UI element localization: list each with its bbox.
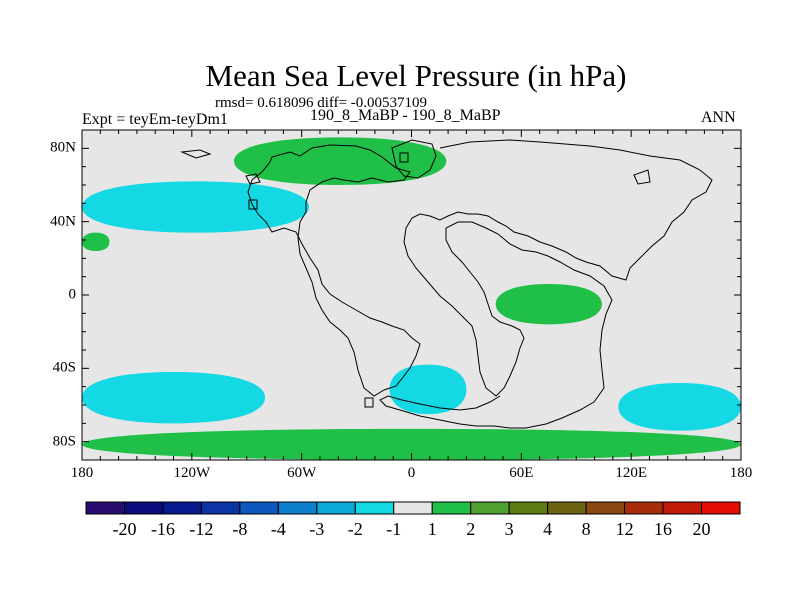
coastline-outlines: [180, 139, 713, 429]
island-outline: [245, 173, 261, 185]
latitude-tick-label: 80N: [50, 139, 76, 156]
latitude-tick-label: 40S: [52, 359, 76, 376]
colorbar-tick-label: -20: [112, 519, 137, 539]
colorbar-tick-label: 1: [427, 519, 437, 539]
colorbar-tick-label: -4: [270, 519, 286, 539]
colorbar-tick-label: 20: [692, 519, 711, 539]
season-label: ANN: [701, 109, 736, 126]
colorbar-tick-label: -1: [386, 519, 402, 539]
longitude-tick-label: 180: [729, 465, 753, 481]
latitude-tick-label: 80S: [52, 433, 76, 450]
colorbar-swatch: [701, 501, 741, 515]
colorbar-tick-label: 3: [504, 519, 514, 539]
longitude-tick-label: 120E: [615, 465, 647, 481]
longitude-tick-label: 60E: [509, 465, 534, 481]
island-outline: [248, 199, 258, 210]
colorbar: [85, 501, 741, 515]
region-antarctic-positive-band: [82, 428, 741, 460]
colorbar-swatch: [508, 501, 549, 515]
colorbar-swatch: [123, 501, 164, 515]
eurasia-africa-coastline: [379, 139, 713, 429]
greenland-coastline: [391, 139, 437, 179]
latitude-tick-label: 0: [68, 286, 77, 303]
colorbar-swatch: [393, 501, 433, 515]
colorbar-swatch: [200, 501, 241, 515]
region-equatorial-indian-ocean-positive: [495, 284, 602, 325]
americas-coastline: [247, 144, 421, 397]
axis-ticks: [81, 129, 742, 461]
region-arctic-north-atlantic-positive: [233, 137, 447, 185]
colorbar-swatch: [585, 501, 626, 515]
region-north-pacific-west-edge-positive: [82, 232, 110, 251]
longitude-tick-label: 180: [70, 465, 94, 481]
colorbar-tick-label: -2: [347, 519, 363, 539]
region-south-pacific-low-band: [82, 372, 266, 424]
case-names-label: 190_8_MaBP - 190_8_MaBP: [310, 107, 501, 124]
colorbar-swatch: [85, 501, 125, 515]
island-outline: [364, 397, 374, 408]
latitude-tick-label: 40N: [50, 213, 76, 230]
colorbar-swatch: [431, 501, 472, 515]
longitude-tick-label: 120W: [173, 465, 211, 481]
colorbar-tick-label: 2: [466, 519, 476, 539]
colorbar-swatch: [624, 501, 664, 515]
colorbar-tick-label: -12: [189, 519, 214, 539]
colorbar-swatch: [162, 501, 202, 515]
colorbar-tick-label: 12: [615, 519, 634, 539]
colorbar-tick-label: -8: [232, 519, 248, 539]
island-outline: [399, 152, 409, 163]
colorbar-swatch: [239, 501, 279, 515]
colorbar-tick-label: 16: [654, 519, 673, 539]
chart-title: Mean Sea Level Pressure (in hPa): [205, 58, 627, 93]
region-north-pacific-low-band: [82, 181, 309, 233]
region-south-indian-pacific-low: [618, 383, 741, 431]
colorbar-swatch: [662, 501, 703, 515]
colorbar-swatch: [547, 501, 587, 515]
region-south-atlantic-low: [389, 364, 467, 415]
colorbar-tick-label: -16: [150, 519, 175, 539]
colorbar-swatch: [470, 501, 510, 515]
longitude-tick-label: 0: [407, 465, 416, 481]
colorbar-swatch: [277, 501, 318, 515]
longitude-tick-label: 60W: [287, 465, 317, 481]
colorbar-swatch: [354, 501, 395, 515]
rmsd-diff-text: rmsd= 0.618096 diff= -0.00537109: [215, 95, 428, 111]
colorbar-swatch: [316, 501, 356, 515]
island-outline: [633, 169, 651, 185]
anomaly-regions: [82, 137, 741, 460]
island-outline: [180, 149, 212, 159]
colorbar-tick-label: 4: [543, 519, 553, 539]
experiment-label: Expt = teyEm-teyDm1: [82, 111, 228, 128]
colorbar-tick-label: -3: [309, 519, 325, 539]
colorbar-tick-label: 8: [581, 519, 591, 539]
